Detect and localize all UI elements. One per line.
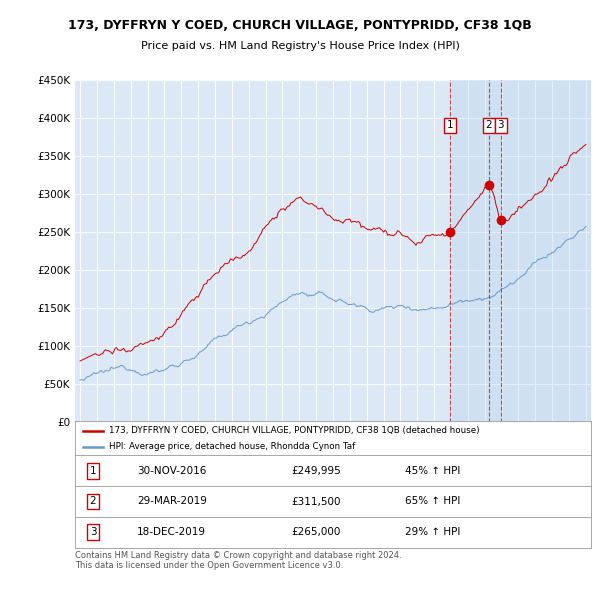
Bar <box>449 80 591 422</box>
Text: 2: 2 <box>485 120 492 130</box>
Text: 45% ↑ HPI: 45% ↑ HPI <box>405 466 461 476</box>
Text: Contains HM Land Registry data © Crown copyright and database right 2024.
This d: Contains HM Land Registry data © Crown c… <box>75 551 401 571</box>
Text: 1: 1 <box>446 120 453 130</box>
Text: £265,000: £265,000 <box>292 527 341 537</box>
Text: HPI: Average price, detached house, Rhondda Cynon Taf: HPI: Average price, detached house, Rhon… <box>109 442 355 451</box>
Text: £249,995: £249,995 <box>292 466 341 476</box>
Text: 3: 3 <box>497 120 504 130</box>
Text: 29% ↑ HPI: 29% ↑ HPI <box>405 527 461 537</box>
Text: 18-DEC-2019: 18-DEC-2019 <box>137 527 206 537</box>
Text: Price paid vs. HM Land Registry's House Price Index (HPI): Price paid vs. HM Land Registry's House … <box>140 41 460 51</box>
Text: 3: 3 <box>90 527 97 537</box>
Text: 65% ↑ HPI: 65% ↑ HPI <box>405 497 461 506</box>
Text: 1: 1 <box>90 466 97 476</box>
Text: 173, DYFFRYN Y COED, CHURCH VILLAGE, PONTYPRIDD, CF38 1QB: 173, DYFFRYN Y COED, CHURCH VILLAGE, PON… <box>68 19 532 32</box>
Text: 29-MAR-2019: 29-MAR-2019 <box>137 497 207 506</box>
Text: 2: 2 <box>90 497 97 506</box>
Text: 173, DYFFRYN Y COED, CHURCH VILLAGE, PONTYPRIDD, CF38 1QB (detached house): 173, DYFFRYN Y COED, CHURCH VILLAGE, PON… <box>109 427 479 435</box>
Text: 30-NOV-2016: 30-NOV-2016 <box>137 466 206 476</box>
Text: £311,500: £311,500 <box>292 497 341 506</box>
